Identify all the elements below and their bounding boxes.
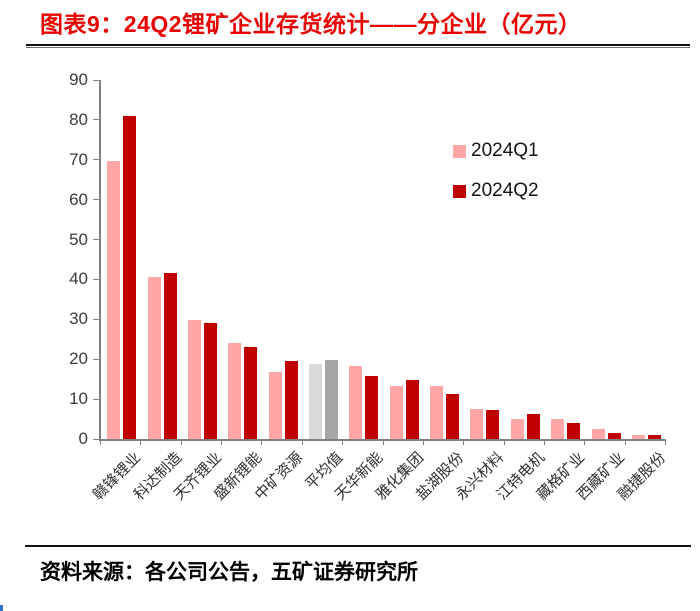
- x-tick: [422, 439, 424, 445]
- bar: [405, 379, 419, 439]
- bar: [349, 365, 363, 439]
- x-tick: [221, 439, 223, 445]
- bar: [607, 432, 621, 439]
- page-edge-artifact: [0, 605, 3, 611]
- y-tick: [93, 318, 99, 320]
- bar: [526, 414, 540, 439]
- x-tick: [665, 439, 667, 445]
- figure-title: 图表9：24Q2锂矿企业存货统计——分企业（亿元）: [40, 11, 582, 37]
- y-axis: [99, 80, 101, 439]
- bar: [389, 385, 403, 439]
- bar: [591, 429, 605, 439]
- y-axis-tick-label: 0: [78, 429, 88, 448]
- bar: [147, 277, 161, 439]
- title-divider-thick-line: [26, 44, 690, 46]
- y-tick: [93, 358, 99, 360]
- x-tick: [140, 439, 142, 445]
- x-tick: [503, 439, 505, 445]
- x-tick: [180, 439, 182, 445]
- bar: [446, 393, 460, 439]
- bar: [203, 323, 217, 439]
- bar: [631, 434, 645, 439]
- footer-divider: [25, 545, 691, 547]
- bar: [123, 115, 137, 439]
- y-tick: [93, 239, 99, 241]
- bar: [187, 319, 201, 439]
- y-tick: [93, 159, 99, 161]
- y-tick: [93, 398, 99, 400]
- y-axis-tick-label: 50: [69, 229, 88, 249]
- y-tick: [93, 438, 99, 440]
- y-axis-tick-label: 20: [69, 349, 88, 369]
- x-tick: [624, 439, 626, 445]
- legend-item-2024q1: 2024Q1: [453, 140, 539, 161]
- bar: [284, 360, 298, 439]
- bar: [163, 272, 177, 439]
- x-tick: [342, 439, 344, 445]
- x-tick: [382, 439, 384, 445]
- bar: [430, 386, 444, 439]
- x-tick: [463, 439, 465, 445]
- source-note: 资料来源：各公司公告，五矿证券研究所: [40, 561, 418, 584]
- y-axis-tick-label: 30: [69, 309, 88, 329]
- y-tick: [93, 199, 99, 201]
- x-tick: [543, 439, 545, 445]
- legend-label-2024q2: 2024Q2: [471, 180, 539, 201]
- title-divider: [26, 44, 690, 48]
- x-tick: [261, 439, 263, 445]
- legend-swatch-2024q2: [453, 184, 466, 198]
- bar: [567, 422, 581, 439]
- x-tick: [301, 439, 303, 445]
- legend-item-2024q2: 2024Q2: [453, 180, 539, 201]
- y-axis-tick-label: 40: [69, 269, 88, 289]
- bar: [244, 346, 258, 439]
- y-axis-tick-label: 80: [69, 109, 88, 129]
- bar: [228, 343, 242, 439]
- chart-legend: 2024Q1 2024Q2: [453, 140, 539, 221]
- x-tick: [100, 439, 101, 445]
- y-axis-tick-label: 90: [69, 70, 88, 89]
- title-divider-thin-line: [26, 47, 690, 48]
- bar: [486, 410, 500, 439]
- y-axis-tick-label: 70: [69, 149, 88, 169]
- y-tick: [93, 119, 99, 121]
- y-tick: [93, 79, 99, 81]
- bar: [107, 160, 121, 439]
- bar: [268, 371, 282, 439]
- bar: [365, 375, 379, 439]
- y-axis-tick-label: 10: [69, 389, 88, 409]
- x-tick: [584, 439, 586, 445]
- bar: [308, 363, 322, 439]
- legend-label-2024q1: 2024Q1: [471, 140, 539, 161]
- y-tick: [93, 278, 99, 280]
- bar: [324, 360, 338, 439]
- bar: [470, 409, 484, 439]
- y-axis-tick-label: 60: [69, 189, 88, 209]
- bar: [647, 435, 661, 439]
- bar: [510, 418, 524, 439]
- legend-swatch-2024q1: [453, 144, 466, 158]
- bar: [551, 419, 565, 439]
